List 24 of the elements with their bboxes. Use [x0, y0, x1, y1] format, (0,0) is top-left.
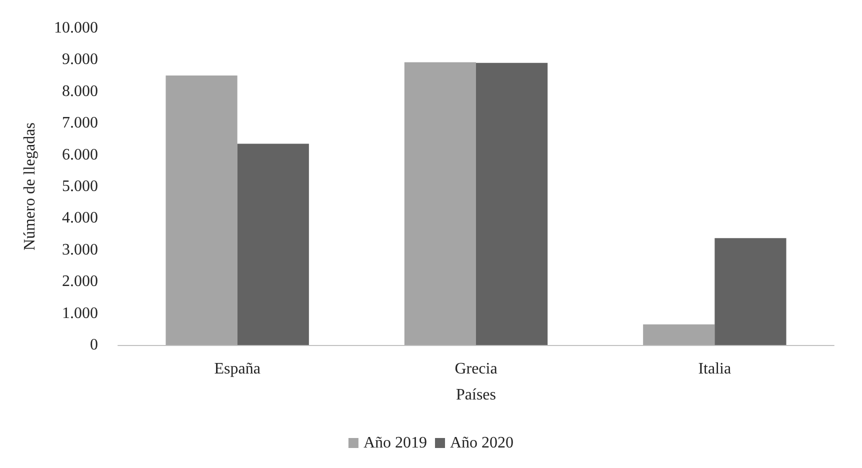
legend-label: Año 2020: [450, 434, 514, 452]
y-tick-label: 1.000: [62, 304, 98, 322]
y-tick-label: 5.000: [62, 178, 98, 195]
bar: [476, 62, 548, 345]
y-tick-label: 9.000: [62, 51, 98, 68]
y-tick-label: 8.000: [62, 82, 98, 100]
y-tick-label: 2.000: [62, 273, 98, 290]
bar: [714, 238, 786, 345]
bar: [166, 76, 238, 345]
y-tick-label: 4.000: [62, 210, 98, 227]
bar: [643, 324, 715, 345]
x-axis-title: Países: [456, 386, 496, 404]
y-tick-label: 3.000: [62, 241, 98, 258]
x-tick-label: Grecia: [454, 360, 498, 378]
y-tick-label: 0: [90, 336, 98, 354]
y-tick-label: 10.000: [54, 20, 98, 36]
x-tick-label: España: [214, 360, 260, 378]
y-axis-title: Número de llegadas: [22, 122, 38, 250]
bar: [237, 144, 309, 345]
y-tick-label: 6.000: [62, 146, 98, 164]
x-tick-label: Italia: [698, 360, 732, 378]
legend-label: Año 2019: [363, 434, 428, 452]
bar: [404, 62, 476, 345]
y-tick-label: 7.000: [62, 114, 98, 132]
